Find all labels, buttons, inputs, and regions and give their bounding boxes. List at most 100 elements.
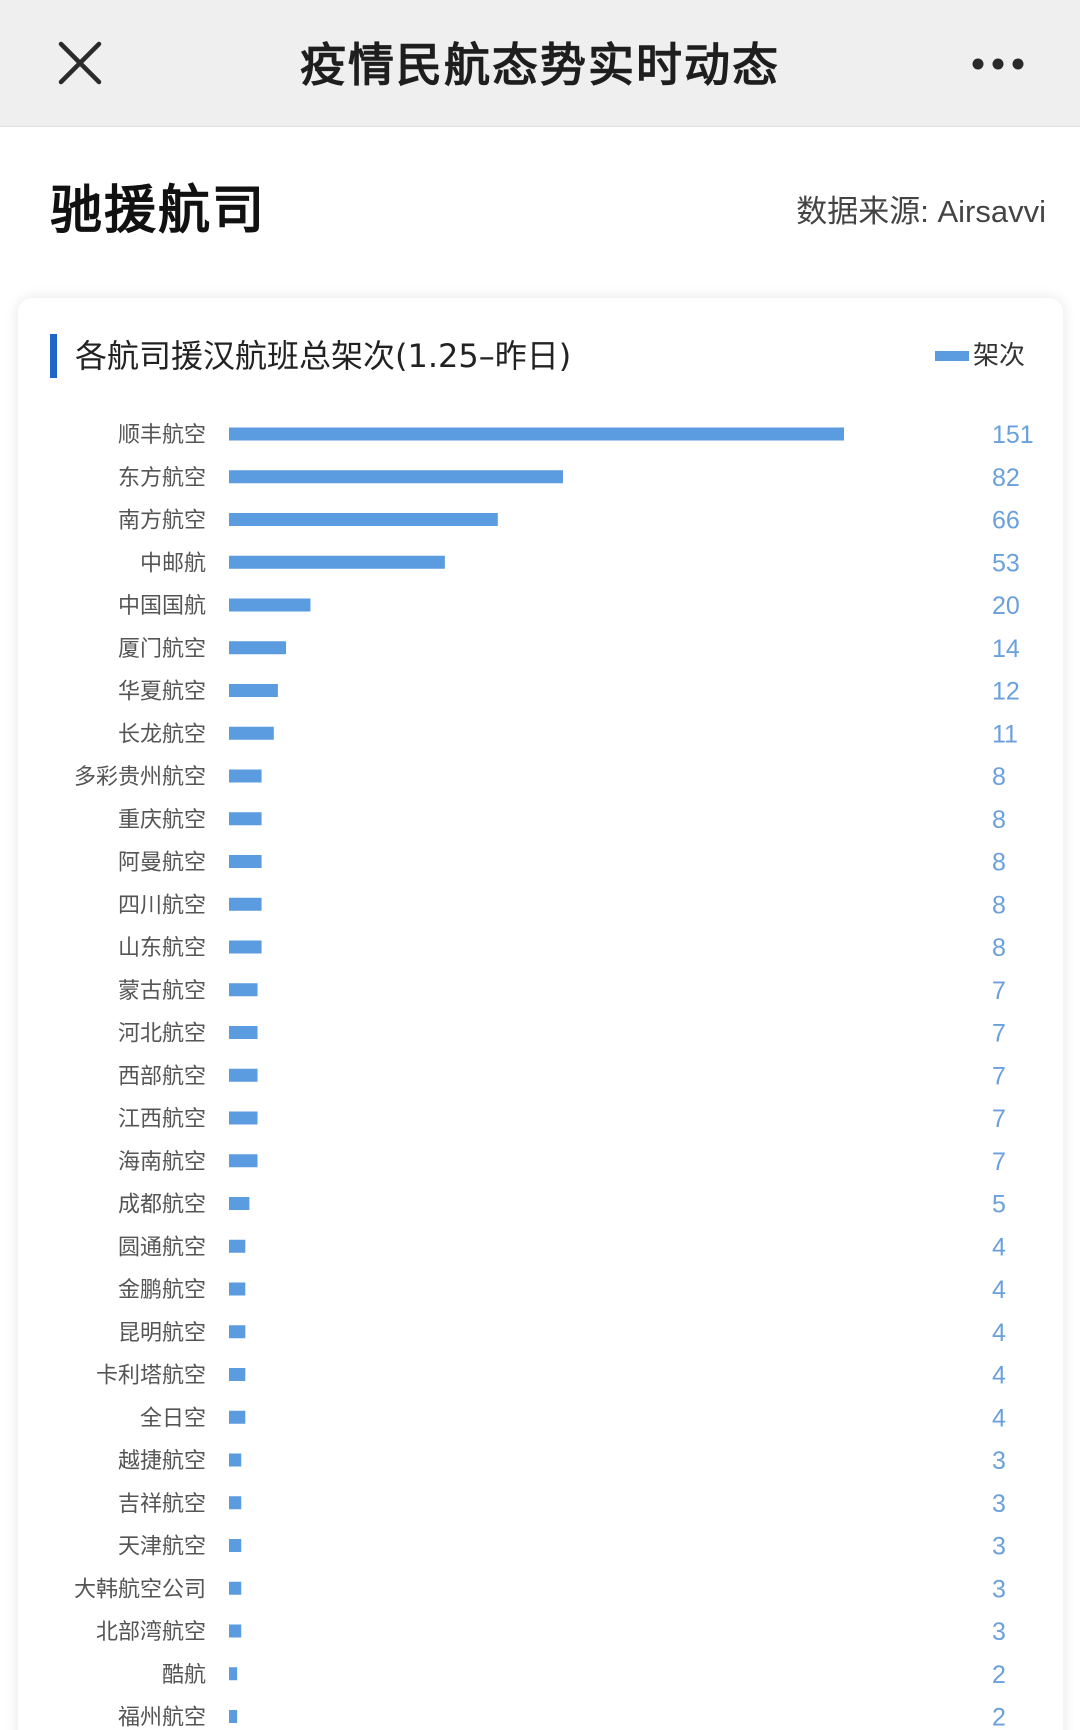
value-label: 3 (992, 1533, 1006, 1561)
more-button[interactable] (968, 46, 1058, 82)
bar[interactable] (229, 897, 262, 911)
top-bar: 疫情民航态势实时动态 (0, 0, 1080, 127)
bar[interactable] (229, 726, 274, 740)
category-label: 山东航空 (118, 936, 206, 961)
category-label: 福州航空 (118, 1706, 206, 1730)
category-label: 越捷航空 (118, 1449, 206, 1474)
category-label: 圆通航空 (118, 1235, 206, 1260)
category-label: 长龙航空 (118, 722, 206, 747)
page-title: 疫情民航态势实时动态 (300, 38, 780, 92)
value-label: 8 (992, 763, 1006, 791)
bar[interactable] (229, 1068, 258, 1082)
category-label: 蒙古航空 (118, 979, 206, 1004)
bar[interactable] (229, 427, 844, 441)
value-label: 12 (992, 678, 1020, 706)
value-label: 3 (992, 1490, 1006, 1518)
bar[interactable] (229, 1026, 258, 1039)
category-label: 阿曼航空 (118, 851, 206, 876)
category-label: 江西航空 (118, 1107, 206, 1132)
value-label: 20 (992, 592, 1020, 620)
category-label: 中邮航 (140, 551, 206, 576)
value-label: 4 (992, 1276, 1006, 1304)
category-label: 多彩贵州航空 (74, 765, 206, 790)
value-label: 7 (992, 1105, 1006, 1133)
value-label: 4 (992, 1233, 1006, 1261)
more-icon (972, 58, 1024, 70)
close-icon (58, 41, 102, 85)
bar[interactable] (229, 940, 262, 954)
value-label: 66 (992, 507, 1020, 535)
category-label: 东方航空 (118, 466, 206, 491)
value-label: 11 (992, 720, 1018, 748)
bar[interactable] (229, 1197, 250, 1210)
bar[interactable] (229, 1111, 258, 1125)
value-label: 7 (992, 1148, 1006, 1176)
bar[interactable] (229, 983, 258, 997)
value-label: 3 (992, 1618, 1006, 1646)
category-label: 卡利塔航空 (96, 1364, 206, 1389)
category-label: 吉祥航空 (118, 1492, 206, 1517)
value-label: 3 (992, 1447, 1006, 1475)
bar[interactable] (229, 1368, 246, 1381)
bar[interactable] (229, 470, 563, 484)
category-label: 天津航空 (118, 1535, 206, 1560)
value-label: 4 (992, 1404, 1006, 1432)
value-label: 4 (992, 1362, 1006, 1390)
value-label: 7 (992, 977, 1006, 1005)
value-label: 53 (992, 549, 1020, 577)
value-label: 3 (992, 1575, 1006, 1603)
value-label: 7 (992, 1020, 1006, 1048)
bar[interactable] (229, 1410, 246, 1424)
bar[interactable] (229, 513, 498, 526)
value-label: 2 (992, 1704, 1006, 1730)
category-label: 全日空 (140, 1406, 206, 1431)
category-label: 四川航空 (118, 893, 206, 918)
category-label: 中国国航 (118, 594, 206, 619)
bar[interactable] (229, 769, 262, 783)
category-label: 华夏航空 (118, 680, 206, 705)
bar[interactable] (229, 1539, 242, 1552)
category-label: 昆明航空 (118, 1321, 206, 1346)
bar[interactable] (229, 812, 262, 826)
bar[interactable] (229, 555, 445, 569)
bar[interactable] (229, 1239, 246, 1253)
value-label: 7 (992, 1062, 1006, 1090)
bar[interactable] (229, 1325, 246, 1339)
value-label: 8 (992, 849, 1006, 877)
bar[interactable] (229, 1282, 246, 1296)
section-title: 驰援航司 (50, 181, 267, 241)
value-label: 151 (992, 421, 1034, 449)
category-label: 酷航 (162, 1663, 206, 1688)
data-source-label: 数据来源: Airsavvi (796, 194, 1046, 229)
value-label: 5 (992, 1191, 1006, 1219)
bar[interactable] (229, 641, 287, 655)
category-label: 西部航空 (118, 1064, 206, 1089)
bar[interactable] (229, 1581, 242, 1595)
value-label: 2 (992, 1661, 1006, 1689)
value-label: 82 (992, 464, 1020, 492)
bar[interactable] (229, 1154, 258, 1168)
close-button[interactable] (55, 38, 109, 92)
category-label: 北部湾航空 (96, 1620, 206, 1645)
bar[interactable] (229, 1496, 242, 1510)
bar[interactable] (229, 1667, 238, 1681)
bar[interactable] (229, 684, 278, 697)
bar[interactable] (229, 598, 311, 612)
category-label: 大韩航空公司 (74, 1577, 206, 1602)
category-label: 厦门航空 (118, 637, 206, 662)
category-label: 成都航空 (118, 1193, 206, 1218)
value-label: 8 (992, 891, 1006, 919)
legend-label: 架次 (973, 341, 1026, 371)
bar[interactable] (229, 855, 262, 868)
category-label: 河北航空 (118, 1022, 206, 1047)
category-label: 南方航空 (118, 509, 206, 534)
bar[interactable] (229, 1453, 242, 1467)
value-label: 4 (992, 1319, 1006, 1347)
bar[interactable] (229, 1624, 242, 1638)
category-label: 金鹏航空 (118, 1278, 206, 1303)
chart-legend: 架次 (935, 338, 1025, 374)
bar[interactable] (229, 1710, 238, 1723)
category-label: 重庆航空 (118, 808, 206, 833)
value-label: 8 (992, 806, 1006, 834)
